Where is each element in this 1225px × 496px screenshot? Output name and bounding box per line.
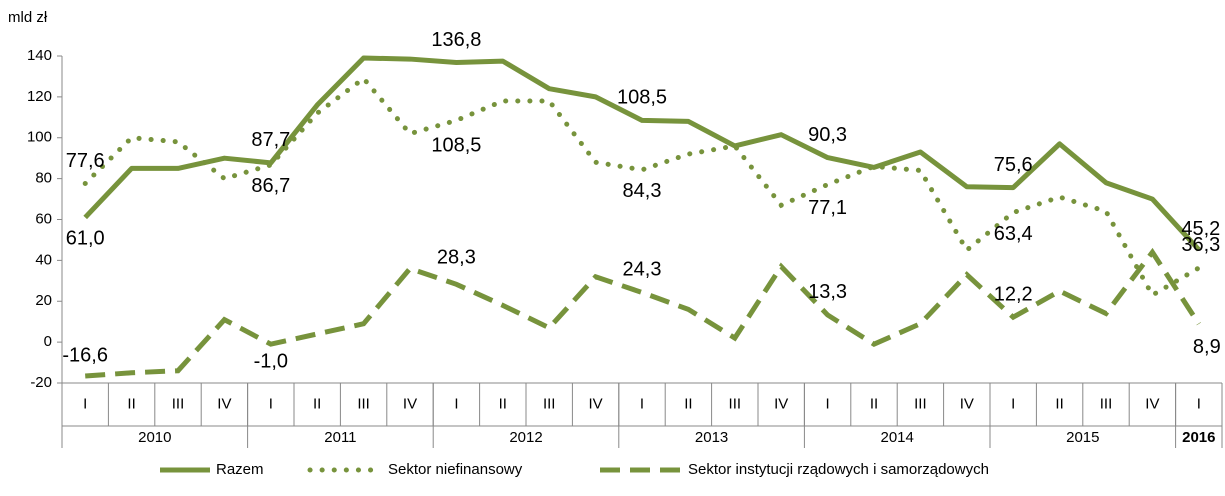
year-label: 2010: [138, 429, 171, 446]
value-label: 108,5: [431, 135, 481, 157]
year-label: 2016: [1182, 429, 1215, 446]
x-tick-label: II: [127, 395, 135, 412]
value-label: 28,3: [437, 247, 476, 269]
legend-label: Sektor instytucji rządowych i samorządow…: [688, 461, 989, 478]
y-tick-label: 0: [44, 333, 52, 350]
year-label: 2013: [695, 429, 728, 446]
y-tick-label: 100: [27, 129, 52, 146]
x-tick-label: III: [172, 395, 185, 412]
x-tick-label: I: [1011, 395, 1015, 412]
y-tick-label: 120: [27, 88, 52, 105]
value-label: 45,2: [1181, 218, 1220, 240]
x-tick-label: IV: [1145, 395, 1159, 412]
x-tick-label: I: [454, 395, 458, 412]
value-label: 12,2: [994, 283, 1033, 305]
value-label: -1,0: [254, 350, 288, 372]
value-label: 13,3: [808, 281, 847, 303]
x-tick-label: I: [83, 395, 87, 412]
year-label: 2015: [1066, 429, 1099, 446]
series-line: [83, 55, 1201, 252]
x-tick-label: IV: [217, 395, 231, 412]
legend-label: Sektor niefinansowy: [388, 461, 523, 478]
x-tick-label: I: [269, 395, 273, 412]
value-label: 77,1: [808, 197, 847, 219]
x-tick-label: II: [870, 395, 878, 412]
value-label: 90,3: [808, 124, 847, 146]
y-tick-label: -20: [30, 374, 52, 391]
y-tick-label: 40: [35, 251, 52, 268]
x-tick-label: II: [1055, 395, 1063, 412]
value-label: 77,6: [66, 150, 105, 172]
x-tick-label: IV: [403, 395, 417, 412]
value-label: 84,3: [623, 180, 662, 202]
y-tick-label: 20: [35, 292, 52, 309]
series-line: [82, 75, 1202, 299]
value-label: 24,3: [623, 259, 662, 281]
legend-label: Razem: [216, 461, 264, 478]
value-label: 61,0: [66, 228, 105, 250]
x-tick-label: IV: [589, 395, 603, 412]
value-label: 108,5: [617, 87, 667, 109]
x-tick-label: IV: [960, 395, 974, 412]
y-tick-label: 60: [35, 210, 52, 227]
value-label: 8,9: [1193, 336, 1221, 358]
y-tick-label: 80: [35, 170, 52, 187]
x-tick-label: III: [914, 395, 927, 412]
value-label: 136,8: [431, 29, 481, 51]
x-tick-label: IV: [774, 395, 788, 412]
value-label: 86,7: [251, 175, 290, 197]
x-tick-label: III: [357, 395, 370, 412]
x-tick-label: II: [313, 395, 321, 412]
value-label: -16,6: [62, 344, 108, 366]
y-axis-label: mld zł: [8, 9, 48, 26]
x-tick-label: II: [684, 395, 692, 412]
x-tick-label: III: [543, 395, 556, 412]
x-tick-label: I: [1197, 395, 1201, 412]
value-label: 87,7: [251, 129, 290, 151]
x-tick-label: I: [826, 395, 830, 412]
x-tick-label: II: [499, 395, 507, 412]
year-label: 2011: [324, 429, 356, 446]
x-tick-label: III: [1100, 395, 1113, 412]
x-tick-label: I: [640, 395, 644, 412]
y-tick-label: 140: [27, 47, 52, 64]
year-label: 2014: [881, 429, 914, 446]
series-line: [85, 247, 1201, 379]
year-label: 2012: [509, 429, 542, 446]
x-tick-label: III: [729, 395, 742, 412]
value-label: 63,4: [994, 223, 1033, 245]
value-label: 36,3: [1181, 234, 1220, 256]
value-label: 75,6: [994, 154, 1033, 176]
